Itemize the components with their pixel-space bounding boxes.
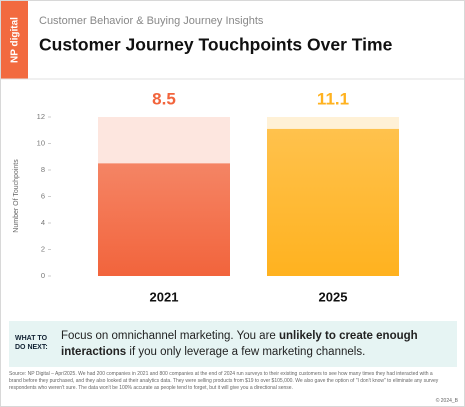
- chart: NP digital Customer Behavior & Buying Jo…: [1, 1, 464, 304]
- x-tick-label: 2021: [150, 289, 179, 304]
- chart-title: Customer Journey Touchpoints Over Time: [39, 35, 393, 55]
- chart-subtitle: Customer Behavior & Buying Journey Insig…: [39, 15, 264, 27]
- value-label: 11.1: [317, 89, 349, 108]
- copyright: © 2024_B: [435, 398, 458, 404]
- bar: [267, 128, 399, 276]
- y-tick-label: 2: [41, 244, 45, 253]
- y-tick-label: 0: [41, 271, 45, 280]
- logo: NP digital: [10, 17, 21, 63]
- y-tick-label: 10: [37, 138, 45, 147]
- y-axis-label: Number Of Touchpoints: [13, 159, 20, 233]
- y-tick-label: 8: [41, 165, 45, 174]
- y-tick-label: 6: [41, 191, 45, 200]
- x-tick-label: 2025: [319, 289, 348, 304]
- y-tick-label: 12: [37, 112, 45, 121]
- takeaway-text: Focus on omnichannel marketing. You are …: [61, 328, 451, 360]
- y-tick-label: 4: [41, 218, 45, 227]
- logo-box: [1, 1, 28, 79]
- takeaway-end: if you only leverage a few marketing cha…: [126, 346, 366, 358]
- takeaway-box: WHAT TO DO NEXT: Focus on omnichannel ma…: [9, 321, 457, 367]
- bar: [98, 163, 230, 276]
- source-note: Source: NP Digital – Apr/2025. We had 20…: [9, 371, 439, 391]
- takeaway-start: Focus on omnichannel marketing. You are: [61, 330, 279, 342]
- takeaway-label: WHAT TO DO NEXT:: [15, 335, 48, 351]
- value-label: 8.5: [152, 89, 176, 108]
- takeaway-bold: unlikely to create enough interactions: [61, 330, 418, 358]
